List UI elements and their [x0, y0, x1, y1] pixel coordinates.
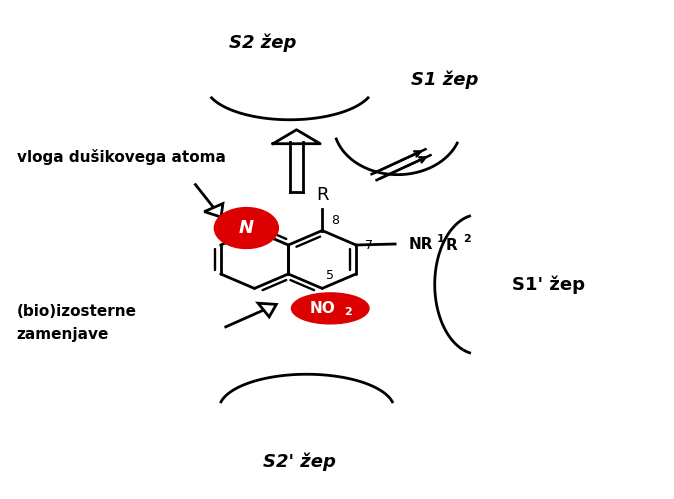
Ellipse shape — [292, 293, 369, 324]
Text: R: R — [446, 238, 458, 252]
Text: 8: 8 — [331, 214, 339, 227]
Text: S1' žep: S1' žep — [512, 275, 585, 294]
Ellipse shape — [214, 208, 278, 249]
Polygon shape — [258, 303, 276, 317]
Text: NO: NO — [309, 301, 335, 316]
Text: S1 žep: S1 žep — [411, 70, 479, 89]
Text: 7: 7 — [365, 239, 373, 251]
Text: 2: 2 — [344, 307, 352, 317]
Polygon shape — [204, 204, 223, 217]
Text: zamenjave: zamenjave — [17, 327, 109, 342]
Text: S2 žep: S2 žep — [229, 33, 297, 52]
Text: 5: 5 — [326, 269, 334, 282]
Text: vloga dušikovega atoma: vloga dušikovega atoma — [17, 149, 226, 165]
Text: R: R — [316, 186, 328, 204]
Text: N: N — [239, 219, 254, 237]
Text: 1: 1 — [437, 234, 445, 244]
Text: (bio)izosterne: (bio)izosterne — [17, 304, 137, 319]
Text: NR: NR — [408, 237, 433, 251]
Text: 2: 2 — [463, 234, 471, 244]
Text: S2' žep: S2' žep — [264, 452, 336, 471]
